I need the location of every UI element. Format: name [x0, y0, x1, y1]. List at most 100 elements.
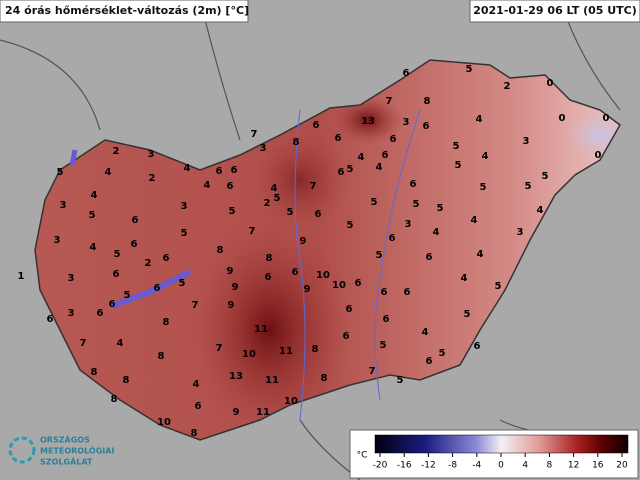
colorbar-tick-label: 16	[592, 461, 604, 471]
station-value: 6	[132, 215, 139, 226]
station-value: 2	[113, 146, 120, 157]
station-value: 3	[68, 273, 75, 284]
station-value: 6	[216, 166, 223, 177]
station-value: 6	[355, 278, 362, 289]
lake	[110, 269, 192, 309]
station-value: 3	[60, 200, 67, 211]
station-value: 4	[461, 273, 468, 284]
station-value: 6	[315, 209, 322, 220]
station-value: 0	[559, 113, 566, 124]
station-value: 7	[249, 226, 256, 237]
station-value: 6	[131, 239, 138, 250]
station-value: 5	[525, 181, 532, 192]
station-value: 6	[195, 401, 202, 412]
station-value: 5	[114, 249, 121, 260]
colorbar-tick-label: -8	[448, 461, 457, 471]
station-value: 2	[149, 173, 156, 184]
station-value: 6	[97, 308, 104, 319]
station-value: 6	[313, 120, 320, 131]
station-value: 7	[216, 343, 223, 354]
station-value: 3	[54, 235, 61, 246]
station-value: 0	[547, 78, 554, 89]
station-value: 6	[404, 287, 411, 298]
station-value: 5	[397, 375, 404, 386]
station-value: 11	[279, 346, 293, 357]
station-value: 5	[439, 348, 446, 359]
colorbar	[374, 434, 629, 454]
logo-icon	[8, 436, 36, 464]
station-value: 4	[184, 163, 191, 174]
station-value: 8	[424, 96, 431, 107]
station-value: 5	[371, 197, 378, 208]
station-value: 7	[310, 181, 317, 192]
logo: ORSZÁGOS METEOROLÓGIAI SZOLGÁLAT	[8, 434, 114, 467]
station-value: 3	[517, 227, 524, 238]
station-value: 6	[426, 356, 433, 367]
station-value: 3	[260, 143, 267, 154]
station-value: 6	[403, 68, 410, 79]
country-border	[34, 59, 621, 441]
logo-text: METEOROLÓGIAI	[40, 445, 114, 456]
station-value: 4	[482, 151, 489, 162]
station-value: 8	[312, 344, 319, 355]
colorbar-tick-label: -16	[397, 461, 412, 471]
station-value: 5	[274, 193, 281, 204]
station-value: 5	[380, 340, 387, 351]
colorbar-tick-label: 4	[522, 461, 528, 471]
station-value: 7	[386, 96, 393, 107]
station-value: 6	[338, 167, 345, 178]
station-value: 6	[389, 233, 396, 244]
colorbar-tick-label: 8	[547, 461, 553, 471]
station-value: 5	[89, 210, 96, 221]
station-value: 8	[91, 367, 98, 378]
station-value: 3	[181, 201, 188, 212]
station-value: 5	[495, 281, 502, 292]
station-value: 6	[423, 121, 430, 132]
station-value: 2	[504, 81, 511, 92]
station-value: 4	[477, 249, 484, 260]
station-value: 2	[264, 198, 271, 209]
station-value: 5	[455, 160, 462, 171]
station-value: 7	[80, 338, 87, 349]
station-value: 5	[347, 220, 354, 231]
station-value: 6	[426, 252, 433, 263]
station-value: 5	[229, 206, 236, 217]
station-value: 10	[284, 396, 298, 407]
station-value: 4	[537, 205, 544, 216]
station-value: 4	[358, 152, 365, 163]
station-value: 5	[179, 278, 186, 289]
station-value: 8	[191, 428, 198, 439]
station-value: 8	[321, 373, 328, 384]
station-value: 0	[603, 113, 610, 124]
station-value: 6	[231, 165, 238, 176]
station-value: 6	[335, 133, 342, 144]
station-value: 6	[292, 267, 299, 278]
station-value: 5	[124, 290, 131, 301]
station-value: 6	[163, 253, 170, 264]
station-value: 3	[148, 149, 155, 160]
station-value: 6	[109, 299, 116, 310]
station-value: 5	[437, 203, 444, 214]
station-value: 5	[347, 164, 354, 175]
station-value: 13	[229, 371, 243, 382]
lake	[69, 149, 78, 166]
title-box	[0, 0, 249, 23]
station-value: 4	[471, 215, 478, 226]
station-value: 4	[271, 183, 278, 194]
colorbar-tick-label: 20	[616, 461, 628, 471]
station-value: 9	[232, 282, 239, 293]
title: 24 órás hőmérséklet-változás (2m) [°C]	[5, 4, 249, 17]
river	[294, 109, 421, 421]
logo-text: SZOLGÁLAT	[40, 456, 93, 467]
station-value: 8	[111, 394, 118, 405]
station-value: 9	[233, 407, 240, 418]
colorbar-tick-label: -12	[421, 461, 436, 471]
station-value: 4	[476, 114, 483, 125]
colorbar-tick-label: -4	[472, 461, 481, 471]
station-value: 9	[300, 236, 307, 247]
station-value: 10	[332, 280, 346, 291]
